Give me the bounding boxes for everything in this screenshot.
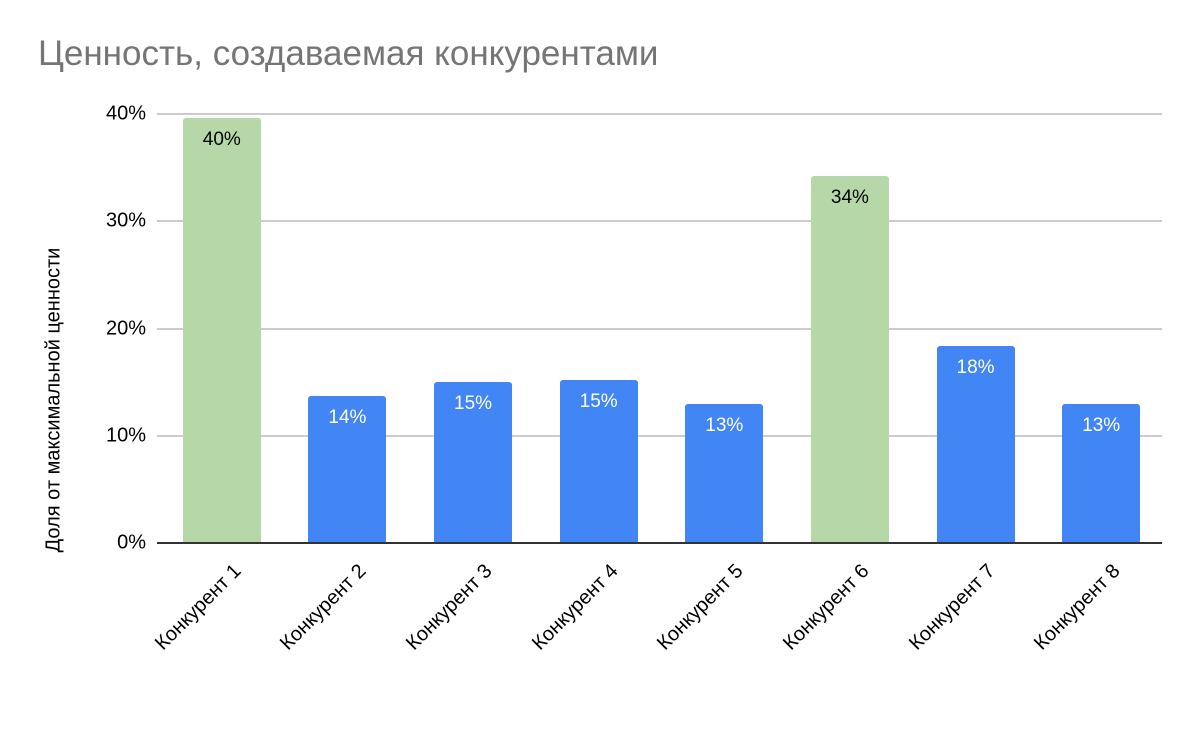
- y-tick-label: 0%: [117, 531, 146, 554]
- bar-value-label: 15%: [579, 390, 618, 412]
- chart-title: Ценность, создаваемая конкурентами: [38, 34, 659, 73]
- y-tick-label: 30%: [105, 209, 146, 232]
- bar-value-label: 13%: [1082, 414, 1121, 436]
- y-tick-label: 10%: [105, 424, 146, 447]
- bar-value-label: 14%: [328, 407, 367, 429]
- gridline: [157, 220, 1162, 223]
- y-tick-label: 20%: [105, 317, 146, 339]
- bar-4[interactable]: 15%: [559, 379, 638, 543]
- x-axis-line: [157, 542, 1162, 544]
- bar-2[interactable]: 14%: [308, 396, 387, 543]
- bar-8[interactable]: 13%: [1062, 403, 1141, 543]
- x-tick-label: Конкурент 6: [778, 560, 874, 655]
- bar-1[interactable]: 40%: [182, 118, 261, 543]
- bar-value-label: 13%: [705, 414, 744, 436]
- plot-area: 40% 14% 15% 15% 13% 34% 18% 13%: [157, 113, 1162, 544]
- x-tick-label: Конкурент 8: [1030, 560, 1125, 655]
- bar-3[interactable]: 15%: [434, 382, 513, 543]
- gridline: [157, 113, 1162, 115]
- y-tick-label: 40%: [105, 102, 146, 125]
- y-axis-label: Доля от максимальной ценности: [42, 247, 65, 553]
- x-tick-label: Конкурент 7: [904, 560, 1000, 655]
- x-tick-label: Конкурент 4: [527, 560, 623, 655]
- bar-value-label: 34%: [830, 187, 869, 209]
- bar-5[interactable]: 13%: [685, 403, 764, 543]
- x-tick-label: Конкурент 1: [150, 560, 246, 655]
- bar-6[interactable]: 34%: [810, 176, 889, 543]
- gridline: [157, 434, 1162, 437]
- bar-value-label: 40%: [202, 129, 241, 151]
- bar-value-label: 15%: [454, 393, 493, 415]
- x-tick-label: Конкурент 5: [653, 560, 748, 655]
- x-tick-label: Конкурент 2: [276, 560, 371, 655]
- bar-7[interactable]: 18%: [936, 345, 1015, 543]
- x-tick-label: Конкурент 3: [402, 560, 497, 655]
- bar-value-label: 18%: [956, 356, 995, 378]
- gridline: [157, 327, 1162, 330]
